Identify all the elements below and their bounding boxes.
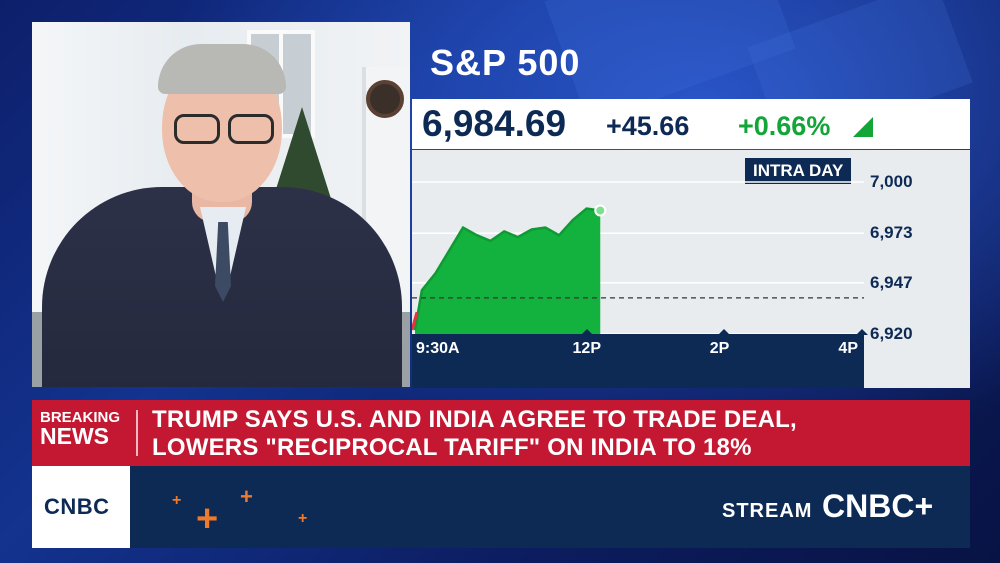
- index-price: 6,984.69: [422, 103, 567, 144]
- intraday-chart: INTRA DAY 7,000 6,973 6,947 6,920 9:30A 12P 2…: [412, 150, 970, 388]
- y-tick-label: 7,000: [870, 172, 913, 191]
- price-line: [413, 207, 601, 331]
- headline-line-1: TRUMP SAYS U.S. AND INDIA AGREE TO TRADE…: [152, 406, 797, 433]
- live-video-feed: [32, 22, 410, 387]
- chart-plot: [412, 181, 864, 334]
- plus-icon: +: [240, 484, 253, 509]
- network-logo-box: CNBC: [32, 466, 130, 548]
- x-tick-label: 9:30A: [416, 340, 460, 357]
- reporter-glasses: [172, 114, 274, 144]
- x-tick-label: 12P: [572, 340, 601, 357]
- stream-brand-logo: CNBC+: [822, 488, 934, 524]
- index-title: S&P 500: [430, 42, 581, 83]
- x-tick-marker: [580, 329, 593, 335]
- x-tick-label: 2P: [709, 340, 730, 357]
- stream-label: STREAM: [722, 500, 813, 522]
- y-tick-label: 6,947: [870, 272, 913, 292]
- breaking-news-label: BREAKING NEWS: [40, 410, 132, 448]
- index-change: +45.66: [606, 111, 690, 141]
- headline-line-2: LOWERS "RECIPROCAL TARIFF" ON INDIA TO 1…: [152, 434, 752, 461]
- reporter-tie: [215, 222, 231, 302]
- plus-icon: +: [196, 498, 219, 540]
- wreath: [366, 80, 404, 118]
- headline: TRUMP SAYS U.S. AND INDIA AGREE TO TRADE…: [152, 406, 797, 462]
- plus-icon: +: [172, 492, 182, 509]
- y-tick-label: 6,973: [870, 223, 913, 243]
- index-percent: +0.66%: [738, 111, 831, 141]
- bottom-bar: CNBC + + + + STREAM CNBC+: [32, 466, 970, 548]
- breaking-label-top: BREAKING: [40, 409, 121, 426]
- open-marker: [412, 311, 419, 331]
- last-price-marker: [594, 204, 607, 217]
- breaking-news-banner: BREAKING NEWS TRUMP SAYS U.S. AND INDIA …: [32, 400, 970, 466]
- price-bar: 6,984.69 +45.66 +0.66%: [412, 99, 970, 149]
- banner-divider: [136, 410, 138, 456]
- x-tick-label: 4P: [838, 340, 858, 357]
- reporter-hair: [158, 44, 286, 94]
- x-axis: 9:30A 12P 2P 4P: [412, 329, 868, 388]
- network-logo: CNBC: [44, 494, 110, 519]
- price-area: [415, 208, 601, 334]
- plus-icon: +: [298, 510, 308, 527]
- x-tick-marker: [717, 329, 730, 335]
- intraday-badge: INTRA DAY: [745, 158, 852, 184]
- up-arrow-icon: [853, 117, 873, 137]
- y-tick-label: 6,920: [870, 324, 913, 343]
- x-tick-marker: [856, 329, 868, 335]
- breaking-label-bottom: NEWS: [40, 423, 109, 449]
